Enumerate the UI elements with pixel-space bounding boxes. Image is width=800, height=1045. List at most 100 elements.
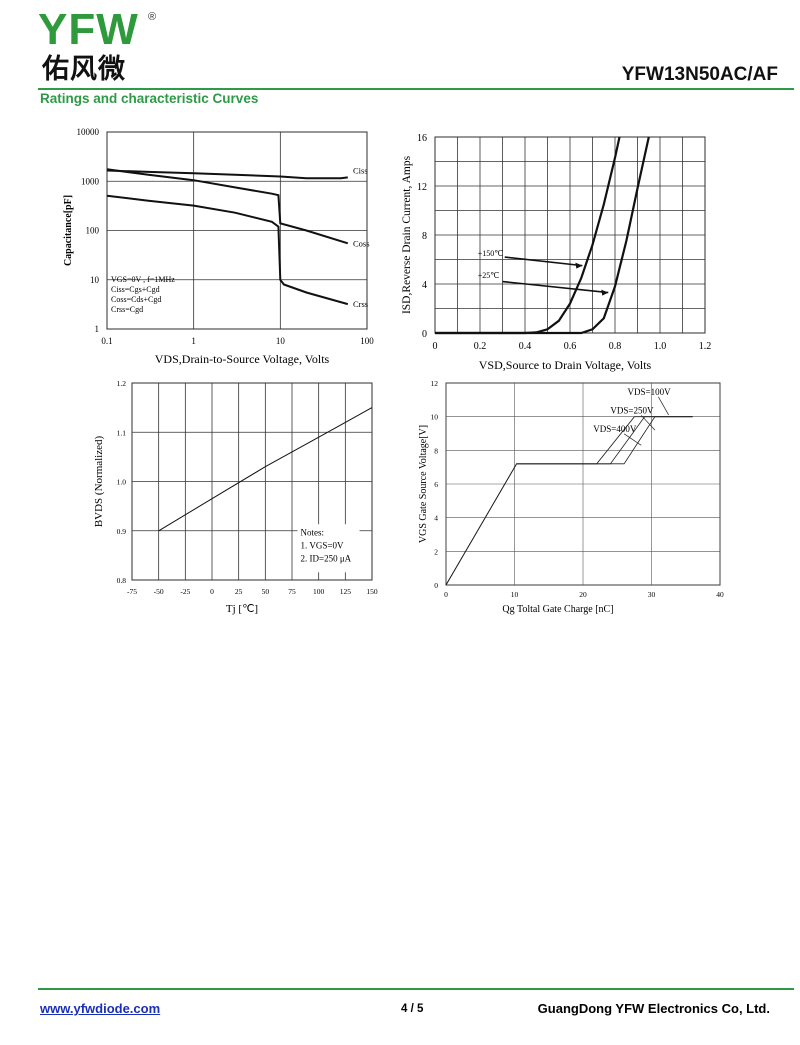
chart-note: Coss=Cds+Cgd [111,295,161,304]
series-line [445,416,693,586]
x-tick-label: 100 [360,336,374,346]
x-tick-label: -50 [154,587,164,596]
x-tick-label: 10 [511,590,519,599]
header-rule [38,88,794,90]
x-tick-label: 0.8 [609,341,622,352]
y-tick-label: 8 [434,446,438,455]
annotation-arrow [623,433,642,446]
series-label: VDS=100V [628,387,672,397]
x-tick-label: 0.4 [519,341,532,352]
x-axis-label: VDS,Drain-to-Source Voltage, Volts [155,352,330,366]
y-tick-label: 10000 [77,127,100,137]
x-tick-label: -25 [180,587,190,596]
x-tick-label: 0 [210,587,214,596]
company-logo: YFW ® 佑风微 [38,8,158,88]
section-title: Ratings and characteristic Curves [40,91,259,106]
series-label: VDS=250V [610,405,654,415]
series-line [445,416,693,586]
y-axis-label: Capacitance[pF] [63,195,74,266]
chart-note: Ciss=Cgs+Cgd [111,285,160,294]
y-tick-label: 10 [90,275,100,285]
y-tick-label: 1.2 [117,379,127,388]
y-tick-label: 2 [434,547,438,556]
bvds-chart: -75 -50 -25 0 25 50 75 100 125 150 0.8 0.9 1.0 1.1 1.2… [93,379,378,615]
y-tick-label: 1.1 [117,428,127,437]
x-tick-label: 1 [191,336,196,346]
y-tick-label: 4 [434,514,438,523]
x-tick-label: 0.2 [474,341,487,352]
y-tick-label: 4 [422,280,427,291]
annotation-arrowhead [601,289,609,296]
company-name: GuangDong YFW Electronics Co, Ltd. [537,1001,770,1016]
y-tick-label: 0.8 [117,576,127,585]
website-link[interactable]: www.yfwdiode.com [40,1001,161,1016]
page-number: 4 / 5 [401,1003,424,1015]
series-label-crss: Crss [353,299,368,309]
x-axis-label: VSD,Source to Drain Voltage, Volts [479,358,652,372]
x-tick-label: 0.1 [101,336,112,346]
y-tick-label: 12 [417,182,427,193]
x-axis-label: Qg Toltal Gate Charge [nC] [502,604,613,615]
notes-background [297,524,360,573]
note-item: 1. VGS=0V [301,540,344,550]
x-tick-label: 25 [235,587,243,596]
x-tick-label: 50 [262,587,270,596]
annotation-arrow [504,256,583,267]
notes-title: Notes: [301,527,325,537]
y-tick-label: 0 [422,329,427,340]
series-line [158,407,373,532]
y-tick-label: 1000 [81,176,100,186]
logo-letters: YFW [38,5,139,54]
logo-chinese-name: 佑风微 [42,54,126,85]
chart-note: VGS=0V , f=1MHz [111,275,175,284]
y-tick-label: 0.9 [117,527,127,536]
x-tick-label: 1.2 [699,341,712,352]
y-axis-label: ISD,Reverse Drain Current, Amps [401,155,413,314]
series-line-crss [106,194,349,306]
y-tick-label: 100 [86,226,100,236]
series-line [435,136,650,335]
y-axis-label: BVDS (Normalized) [93,435,105,527]
annotation-arrow [640,415,656,431]
x-tick-label: 30 [648,590,656,599]
y-tick-label: 8 [422,231,427,242]
series-line-ciss [106,169,348,180]
y-tick-label: 16 [417,133,427,144]
annotation-arrow [658,396,669,416]
x-tick-label: 20 [579,590,587,599]
y-tick-label: 10 [431,413,439,422]
x-tick-label: 1.0 [654,341,667,352]
x-tick-label: 0.6 [564,341,577,352]
x-tick-label: 40 [716,590,724,599]
capacitance-chart: 0.1 1 10 100110100100010000VDS,Drain-to-Sou… [63,127,374,366]
chart-note: Crss=Cgd [111,305,143,314]
footer-rule [38,988,794,990]
series-label-25c: +25℃ [478,271,500,280]
x-axis-label: Tj [℃] [226,603,258,615]
registered-mark: ® [148,11,157,23]
x-tick-label: 100 [313,587,325,596]
series-label: VDS=400V [593,424,637,434]
series-line [445,416,693,586]
note-item: 2. ID=250 μA [301,553,352,563]
series-line-coss [106,168,349,245]
x-tick-label: 150 [366,587,378,596]
annotation-arrow [502,280,609,294]
series-label-150c: +150℃ [478,249,504,258]
y-tick-label: 0 [434,581,438,590]
x-tick-label: 10 [276,336,286,346]
gate-charge-chart: 0 10 20 30 40 0 2 4 6 8 10 12 VDS=100V VDS=250V VDS=40… [418,379,724,615]
series-label-ciss: Ciss [353,165,368,175]
y-tick-label: 6 [434,480,438,489]
part-number: YFW13N50AC/AF [621,64,778,85]
x-tick-label: 0 [444,590,448,599]
y-tick-label: 1 [95,324,100,334]
reverse-drain-chart: 0 0.2 0.4 0.6 0.8 1.0 1.2 0 4 8 12 16 VSD,Source to … [401,133,712,372]
x-tick-label: -75 [127,587,137,596]
x-tick-label: 125 [340,587,352,596]
x-tick-label: 0 [433,341,438,352]
y-tick-label: 12 [431,379,439,388]
y-axis-label: VGS Gate Source Voltage[V] [418,425,429,543]
y-tick-label: 1.0 [117,478,127,487]
series-label-coss: Coss [353,238,370,248]
